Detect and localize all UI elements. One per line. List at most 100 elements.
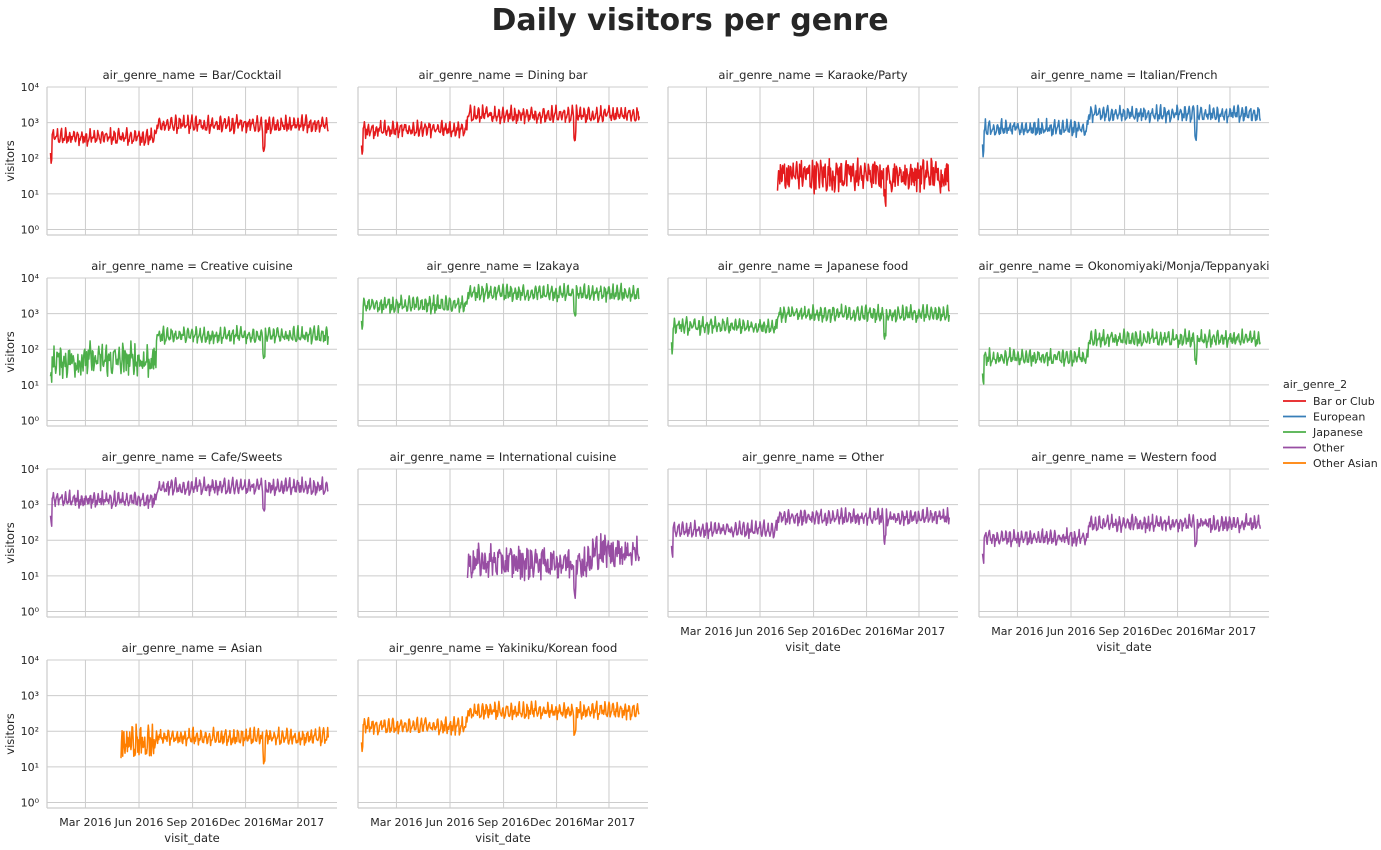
x-tick-label: Jun 2016	[1046, 625, 1096, 638]
x-axis-label: visit_date	[475, 831, 530, 845]
legend-item: Other Asian	[1283, 457, 1378, 470]
panel-title: air_genre_name = Asian	[122, 641, 263, 655]
x-tick-label: Mar 2016	[59, 816, 111, 829]
legend-label: Other	[1313, 442, 1345, 455]
legend: air_genre_2 Bar or Club European Japanese O…	[1283, 378, 1378, 470]
y-axis-label: visitors	[3, 522, 17, 563]
facet-panel: air_genre_name = Yakiniku/Korean food Mar…	[357, 641, 648, 845]
y-tick-label: 10¹	[21, 188, 39, 201]
x-axis-label: visit_date	[164, 831, 219, 845]
series-line	[360, 104, 641, 155]
x-tick-label: Jun 2016	[425, 816, 475, 829]
panel-title: air_genre_name = Creative cuisine	[91, 259, 292, 273]
y-tick-label: 10⁴	[21, 654, 40, 667]
x-tick-label: Sep 2016	[477, 816, 529, 829]
x-tick-label: Sep 2016	[1098, 625, 1150, 638]
x-tick-label: Dec 2016	[530, 816, 583, 829]
facet-panel: air_genre_name = Japanese food	[667, 259, 958, 427]
series-line	[981, 103, 1262, 158]
x-tick-label: Mar 2017	[1204, 625, 1256, 638]
legend-item: European	[1283, 411, 1365, 424]
y-tick-label: 10²	[21, 343, 39, 356]
x-axis-label: visit_date	[785, 640, 840, 654]
panel-title: air_genre_name = Okonomiyaki/Monja/Teppa…	[978, 259, 1269, 273]
facet-panel: air_genre_name = Cafe/Sweets 10⁰ 10¹ 10² 10³…	[3, 450, 337, 618]
y-tick-label: 10¹	[21, 570, 39, 583]
x-tick-label: Jun 2016	[114, 816, 164, 829]
x-tick-label: Jun 2016	[735, 625, 785, 638]
x-tick-label: Mar 2016	[680, 625, 732, 638]
facet-panel: air_genre_name = Asian 10⁰ 10¹ 10² 10³ 10⁴ vis…	[3, 641, 337, 845]
x-tick-label: Mar 2017	[583, 816, 635, 829]
legend-label: European	[1313, 411, 1365, 424]
facet-panel: air_genre_name = Western food Mar 2016 Jun…	[978, 450, 1269, 654]
x-axis-label: visit_date	[1096, 640, 1151, 654]
y-tick-label: 10³	[21, 117, 39, 130]
y-tick-label: 10⁴	[21, 272, 40, 285]
panel-title: air_genre_name = International cuisine	[390, 450, 617, 464]
series-line	[981, 512, 1262, 564]
facet-panel: air_genre_name = Bar/Cocktail 10⁰ 10¹ 10² 10…	[3, 68, 337, 236]
y-tick-label: 10¹	[21, 761, 39, 774]
series-line	[670, 303, 951, 355]
series-line	[49, 114, 329, 164]
facet-panel: air_genre_name = Izakaya	[357, 259, 648, 427]
figure-title: Daily visitors per genre	[491, 3, 888, 38]
x-tick-label: Dec 2016	[1151, 625, 1204, 638]
x-tick-label: Sep 2016	[787, 625, 839, 638]
facet-grid: air_genre_name = Bar/Cocktail 10⁰ 10¹ 10² 10…	[3, 68, 1270, 845]
facet-panel: air_genre_name = Italian/French	[978, 68, 1269, 236]
legend-label: Other Asian	[1313, 457, 1378, 470]
y-tick-label: 10⁴	[21, 81, 40, 94]
series-line	[776, 157, 950, 207]
y-tick-label: 10⁰	[21, 414, 40, 427]
facet-panel: air_genre_name = Okonomiyaki/Monja/Teppa…	[978, 259, 1270, 427]
series-line	[360, 700, 640, 753]
panel-title: air_genre_name = Izakaya	[426, 259, 579, 273]
y-tick-label: 10⁰	[21, 605, 40, 618]
facet-panel: air_genre_name = Creative cuisine 10⁰ 10¹ 1…	[3, 259, 337, 427]
x-tick-label: Mar 2017	[893, 625, 945, 638]
legend-title: air_genre_2	[1283, 378, 1347, 391]
x-tick-label: Mar 2017	[272, 816, 324, 829]
facet-panel: air_genre_name = Other Mar 2016 Jun 2016 Se…	[667, 450, 958, 654]
y-tick-label: 10⁴	[21, 463, 40, 476]
legend-item: Bar or Club	[1283, 395, 1375, 408]
panel-title: air_genre_name = Other	[742, 450, 884, 464]
series-line	[981, 328, 1261, 385]
x-tick-label: Dec 2016	[219, 816, 272, 829]
y-tick-label: 10³	[21, 308, 39, 321]
series-line	[49, 324, 330, 383]
legend-item: Japanese	[1283, 426, 1363, 439]
x-tick-label: Mar 2016	[370, 816, 422, 829]
series-line	[120, 723, 330, 765]
y-tick-label: 10²	[21, 152, 39, 165]
panel-title: air_genre_name = Cafe/Sweets	[102, 450, 283, 464]
series-line	[670, 506, 951, 558]
y-tick-label: 10³	[21, 690, 39, 703]
legend-label: Bar or Club	[1313, 395, 1375, 408]
facet-panel: air_genre_name = Karaoke/Party	[667, 68, 958, 236]
x-tick-label: Mar 2016	[991, 625, 1043, 638]
y-tick-label: 10⁰	[21, 223, 40, 236]
panel-title: air_genre_name = Yakiniku/Korean food	[389, 641, 618, 655]
facet-panel: air_genre_name = Dining bar	[357, 68, 648, 236]
legend-label: Japanese	[1312, 426, 1363, 439]
legend-item: Other	[1283, 442, 1345, 455]
y-tick-label: 10¹	[21, 379, 39, 392]
panel-title: air_genre_name = Bar/Cocktail	[103, 68, 282, 82]
y-axis-label: visitors	[3, 140, 17, 181]
y-axis-label: visitors	[3, 713, 17, 754]
panel-title: air_genre_name = Dining bar	[418, 68, 587, 82]
y-tick-label: 10³	[21, 499, 39, 512]
panel-title: air_genre_name = Japanese food	[718, 259, 909, 273]
y-axis-label: visitors	[3, 331, 17, 372]
y-tick-label: 10²	[21, 725, 39, 738]
series-line	[49, 476, 329, 527]
x-tick-label: Dec 2016	[840, 625, 893, 638]
panel-title: air_genre_name = Western food	[1031, 450, 1216, 464]
y-tick-label: 10⁰	[21, 796, 40, 809]
series-line	[466, 533, 641, 600]
series-line	[360, 282, 640, 330]
